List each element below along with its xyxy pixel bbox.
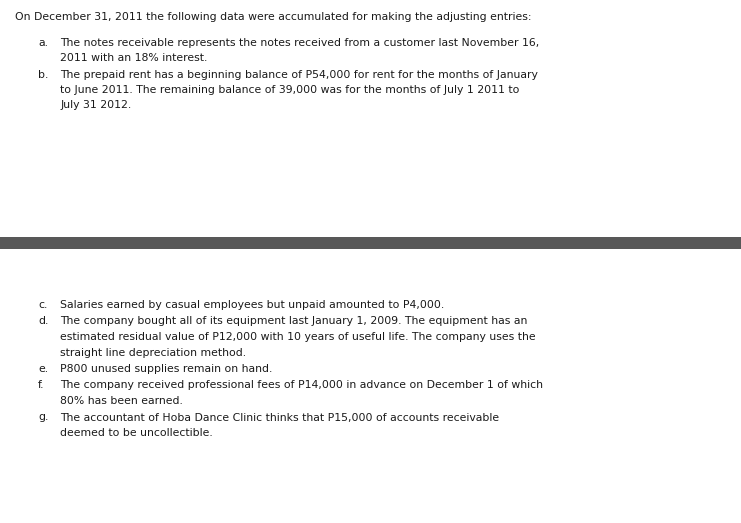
Text: g.: g. xyxy=(38,413,48,423)
Text: b.: b. xyxy=(38,70,48,79)
Text: d.: d. xyxy=(38,316,48,326)
Text: deemed to be uncollectible.: deemed to be uncollectible. xyxy=(60,428,213,438)
Text: Salaries earned by casual employees but unpaid amounted to P4,000.: Salaries earned by casual employees but … xyxy=(60,300,445,310)
Text: 2011 with an 18% interest.: 2011 with an 18% interest. xyxy=(60,53,207,63)
Text: The company received professional fees of P14,000 in advance on December 1 of wh: The company received professional fees o… xyxy=(60,381,543,391)
Text: a.: a. xyxy=(38,38,48,48)
Text: July 31 2012.: July 31 2012. xyxy=(60,100,131,110)
Text: 80% has been earned.: 80% has been earned. xyxy=(60,396,183,406)
Text: The notes receivable represents the notes received from a customer last November: The notes receivable represents the note… xyxy=(60,38,539,48)
Text: The prepaid rent has a beginning balance of P54,000 for rent for the months of J: The prepaid rent has a beginning balance… xyxy=(60,70,538,79)
Text: c.: c. xyxy=(38,300,47,310)
Text: On December 31, 2011 the following data were accumulated for making the adjustin: On December 31, 2011 the following data … xyxy=(15,12,531,22)
Text: f.: f. xyxy=(38,381,44,391)
Text: e.: e. xyxy=(38,364,48,374)
Text: The accountant of Hoba Dance Clinic thinks that P15,000 of accounts receivable: The accountant of Hoba Dance Clinic thin… xyxy=(60,413,499,423)
Text: straight line depreciation method.: straight line depreciation method. xyxy=(60,347,246,358)
Bar xyxy=(0,237,741,249)
Text: estimated residual value of P12,000 with 10 years of useful life. The company us: estimated residual value of P12,000 with… xyxy=(60,332,536,342)
Text: The company bought all of its equipment last January 1, 2009. The equipment has : The company bought all of its equipment … xyxy=(60,316,528,326)
Text: P800 unused supplies remain on hand.: P800 unused supplies remain on hand. xyxy=(60,364,273,374)
Text: to June 2011. The remaining balance of 39,000 was for the months of July 1 2011 : to June 2011. The remaining balance of 3… xyxy=(60,85,519,95)
